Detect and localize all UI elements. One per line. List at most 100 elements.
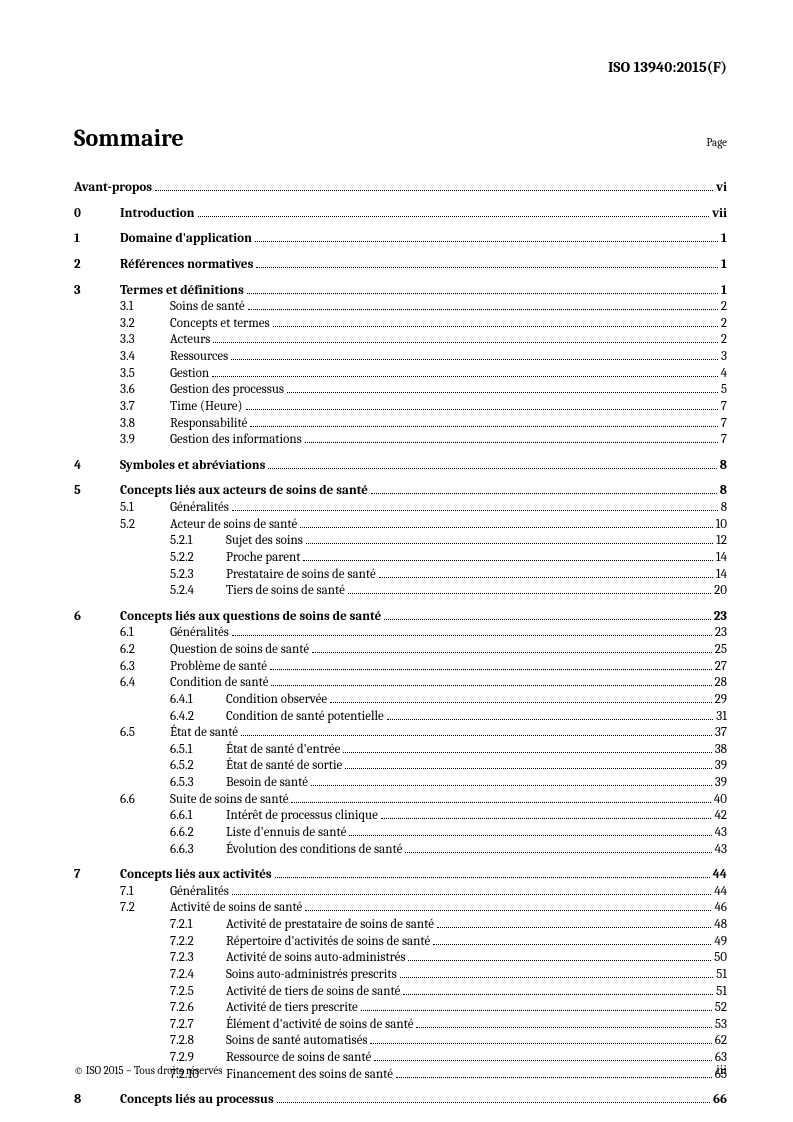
toc-entry-number: 6.6.2 xyxy=(170,825,226,842)
toc-leader-dots xyxy=(212,376,717,377)
toc-entry: 1Domaine d'application1 xyxy=(74,231,727,248)
toc-entry-page: 39 xyxy=(715,775,727,792)
toc-leader-dots xyxy=(437,927,711,928)
toc-entry: 6.5.2État de santé de sortie39 xyxy=(74,758,727,775)
toc-leader-dots xyxy=(405,852,711,853)
toc-entry-title: Concepts liés aux acteurs de soins de sa… xyxy=(120,483,368,500)
toc-entry-page: 66 xyxy=(713,1092,727,1109)
page-column-label: Page xyxy=(706,136,727,149)
toc-entry-number: 5.2 xyxy=(120,517,170,534)
toc-entry-number: 6.5 xyxy=(120,725,170,742)
toc-entry: 6.5.3Besoin de santé39 xyxy=(74,775,727,792)
toc-entry-title: Activité de prestataire de soins de sant… xyxy=(226,917,434,934)
toc-leader-dots xyxy=(311,785,712,786)
toc-entry: 7.2.3Activité de soins auto-administrés5… xyxy=(74,950,727,967)
toc-entry: 3.6Gestion des processus5 xyxy=(74,382,727,399)
toc-leader-dots xyxy=(271,685,711,686)
toc-entry-page: 44 xyxy=(714,884,727,901)
toc-entry-page: 53 xyxy=(715,1017,727,1034)
toc-entry-page: 23 xyxy=(714,609,727,626)
toc-leader-dots xyxy=(277,1102,710,1103)
toc-leader-dots xyxy=(273,326,718,327)
toc-entry: 0Introductionvii xyxy=(74,206,727,223)
toc-entry-number: 6.5.1 xyxy=(170,742,226,759)
toc-entry: 6Concepts liés aux questions de soins de… xyxy=(74,609,727,626)
toc-entry-title: Gestion des processus xyxy=(170,382,284,399)
toc-leader-dots xyxy=(305,442,718,443)
footer: © ISO 2015 – Tous droits réservés iii xyxy=(74,1063,727,1078)
toc-entry-number: 5 xyxy=(74,483,120,500)
toc-entry-number: 7 xyxy=(74,867,120,884)
toc-entry-page: 40 xyxy=(714,792,727,809)
toc-entry-title: État de santé d'entrée xyxy=(226,742,340,759)
toc-entry-page: 10 xyxy=(716,517,727,534)
toc-entry-page: vii xyxy=(712,206,727,223)
toc-entry: 6.1Généralités23 xyxy=(74,625,727,642)
toc-entry-title: Activité de tiers prescrite xyxy=(226,1000,358,1017)
toc-entry-page: 27 xyxy=(715,659,727,676)
toc-entry-title: Domaine d'application xyxy=(120,231,252,248)
toc-entry-number: 7.2.6 xyxy=(170,1000,226,1017)
toc-entry-title: Soins de santé automatisés xyxy=(226,1033,367,1050)
toc-entry-number: 3 xyxy=(74,283,120,300)
toc-entry-number: 6.5.3 xyxy=(170,775,226,792)
toc-entry-title: Proche parent xyxy=(226,550,300,567)
toc-entry: 7.2.6Activité de tiers prescrite52 xyxy=(74,1000,727,1017)
toc-entry-title: Responsabilité xyxy=(170,416,247,433)
toc-entry-page: 48 xyxy=(714,917,727,934)
toc-entry-title: Généralités xyxy=(170,625,229,642)
toc-entry-number: 7.2.8 xyxy=(170,1033,226,1050)
toc-entry: 7Concepts liés aux activités44 xyxy=(74,867,727,884)
toc-entry-title: Condition de santé potentielle xyxy=(226,709,384,726)
toc-leader-dots xyxy=(400,977,713,978)
toc-entry-number: 3.3 xyxy=(120,332,170,349)
toc-entry-title: Introduction xyxy=(120,206,195,223)
toc-entry-page: 5 xyxy=(721,382,727,399)
toc-leader-dots xyxy=(361,1010,712,1011)
toc-entry: 5Concepts liés aux acteurs de soins de s… xyxy=(74,483,727,500)
toc-entry-title: Activité de soins de santé xyxy=(170,900,302,917)
toc-entry-page: 8 xyxy=(721,500,727,517)
toc-entry-number: 7.2.4 xyxy=(170,967,226,984)
toc-leader-dots xyxy=(433,944,711,945)
toc-entry-page: 37 xyxy=(715,725,727,742)
toc-entry-number: 6.6.1 xyxy=(170,808,226,825)
toc-entry-page: 4 xyxy=(721,366,727,383)
toc-leader-dots xyxy=(374,1060,712,1061)
toc-leader-dots xyxy=(408,960,711,961)
toc-entry: 4Symboles et abréviations8 xyxy=(74,458,727,475)
toc-entry-title: Concepts et termes xyxy=(170,316,270,333)
toc-entry-page: 38 xyxy=(715,742,727,759)
toc-leader-dots xyxy=(246,409,718,410)
doc-id: ISO 13940:2015(F) xyxy=(608,58,727,76)
toc-entry: 5.2.2Proche parent14 xyxy=(74,550,727,567)
toc-entry-title: Concepts liés aux questions de soins de … xyxy=(120,609,381,626)
toc-entry: 5.2.1Sujet des soins12 xyxy=(74,533,727,550)
toc-leader-dots xyxy=(348,593,711,594)
toc-entry-page: 62 xyxy=(715,1033,727,1050)
toc-entry-number: 3.9 xyxy=(120,432,170,449)
toc-entry: 6.4.2Condition de santé potentielle31 xyxy=(74,709,727,726)
toc-leader-dots xyxy=(255,241,718,242)
toc-entry: 6.3Problème de santé27 xyxy=(74,659,727,676)
toc-entry-page: 39 xyxy=(715,758,727,775)
toc-entry-title: Question de soins de santé xyxy=(170,642,309,659)
toc-entry-number: 6.4 xyxy=(120,675,170,692)
toc-entry-title: Suite de soins de santé xyxy=(170,792,288,809)
toc-leader-dots xyxy=(387,719,714,720)
toc-entry: 5.1Généralités8 xyxy=(74,500,727,517)
toc-entry-title: Gestion xyxy=(170,366,209,383)
toc-entry-title: Activité de tiers de soins de santé xyxy=(226,984,400,1001)
toc-entry-title: Répertoire d'activités de soins de santé xyxy=(226,934,430,951)
toc-entry-number: 1 xyxy=(74,231,120,248)
toc-entry: 3.1Soins de santé2 xyxy=(74,299,727,316)
toc-entry: 5.2.4Tiers de soins de santé20 xyxy=(74,583,727,600)
toc-leader-dots xyxy=(371,493,717,494)
toc-entry: 6.6.1Intérêt de processus clinique42 xyxy=(74,808,727,825)
toc-entry-page: 29 xyxy=(715,692,727,709)
toc-entry: 3.3Acteurs2 xyxy=(74,332,727,349)
toc-entry-number: 6.3 xyxy=(120,659,170,676)
toc-entry-title: Soins auto-administrés prescrits xyxy=(226,967,397,984)
toc-entry-page: 2 xyxy=(721,316,727,333)
toc-entry-title: Ressources xyxy=(170,349,228,366)
